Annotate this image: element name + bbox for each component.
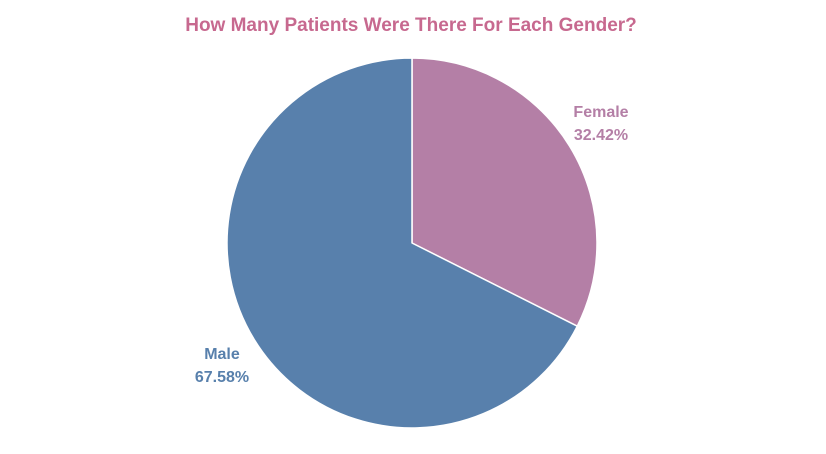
- pie-slice-male: [226, 57, 579, 429]
- slice-label-male: Male: [204, 346, 240, 363]
- chart-title: How Many Patients Were There For Each Ge…: [185, 15, 637, 36]
- pie-slice-female: [411, 57, 598, 327]
- slice-value-male: 67.58%: [195, 369, 249, 386]
- pie-slices: [226, 57, 598, 429]
- slice-label-female: Female: [573, 104, 628, 121]
- pie-labels: Female 32.42% Male 67.58%: [195, 104, 629, 386]
- slice-value-female: 32.42%: [574, 127, 628, 144]
